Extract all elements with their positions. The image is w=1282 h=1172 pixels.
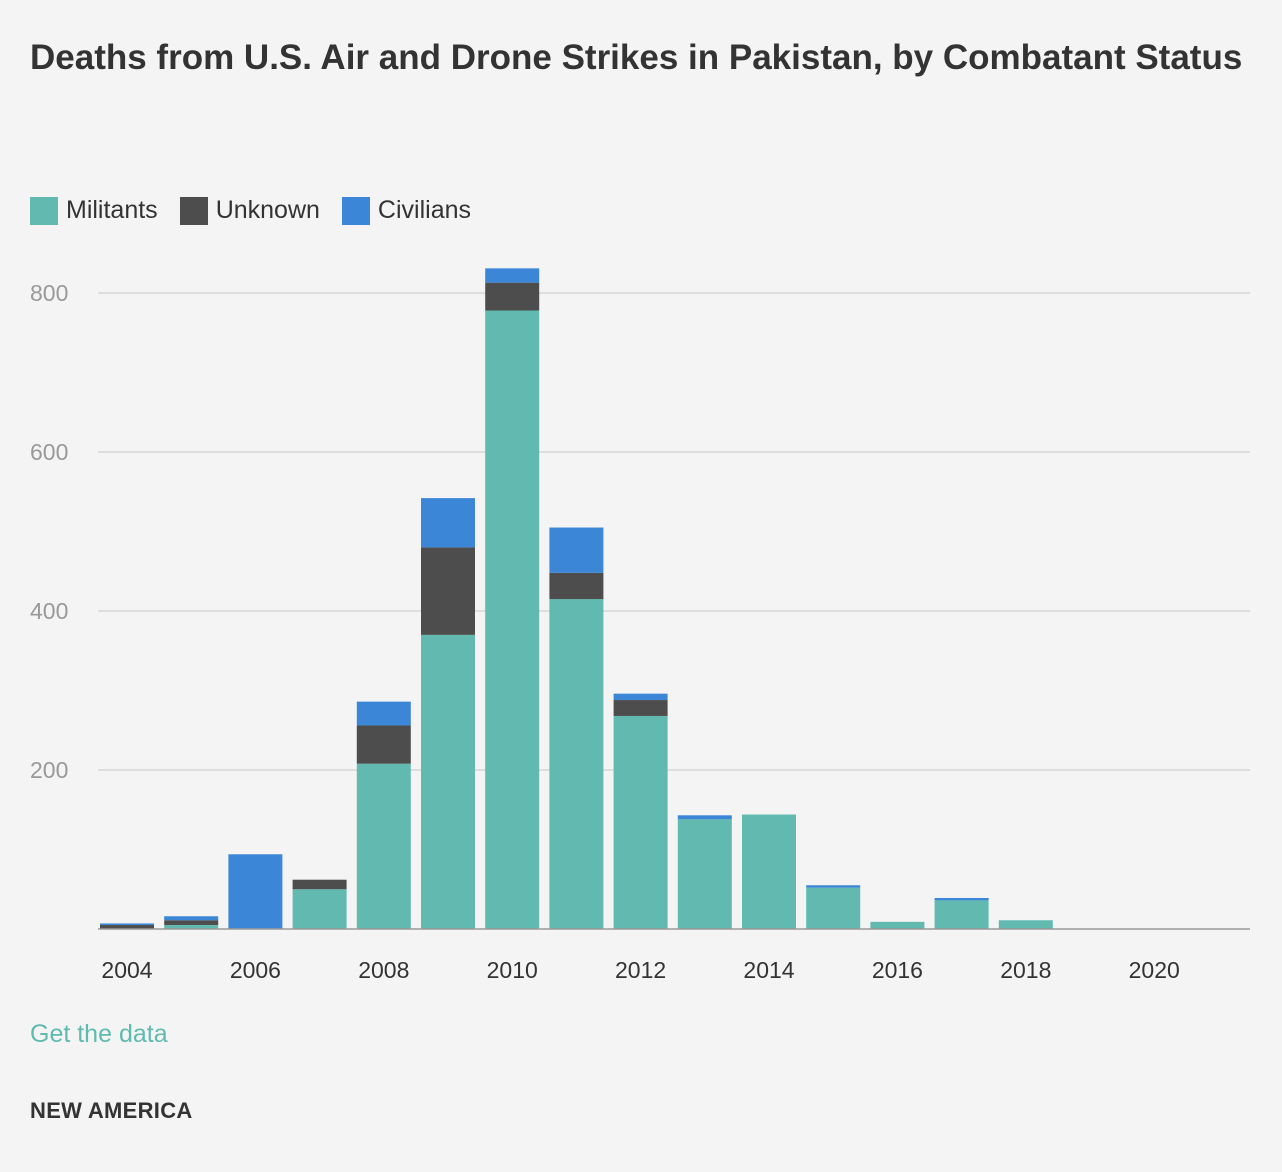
legend: Militants Unknown Civilians <box>30 196 493 225</box>
bar-militants-2008 <box>356 763 411 929</box>
legend-label-militants: Militants <box>66 196 158 224</box>
y-tick-label: 600 <box>30 439 68 465</box>
bar-unknown-2010 <box>485 282 540 311</box>
bar-civilians-2004 <box>100 923 154 926</box>
x-tick-label: 2004 <box>101 957 152 983</box>
chart-title: Deaths from U.S. Air and Drone Strikes i… <box>30 38 1243 77</box>
x-tick-label: 2012 <box>615 957 666 983</box>
bar-militants-2016 <box>870 921 925 929</box>
bar-unknown-2011 <box>549 572 604 600</box>
bar-militants-2007 <box>292 889 347 929</box>
x-tick-label: 2016 <box>872 957 923 983</box>
legend-swatch-militants <box>30 196 58 225</box>
bar-militants-2009 <box>421 634 475 929</box>
legend-swatch-unknown <box>179 196 208 225</box>
bar-militants-2010 <box>485 310 540 929</box>
bar-unknown-2009 <box>421 547 475 635</box>
bar-civilians-2012 <box>613 693 668 701</box>
bar-civilians-2017 <box>934 897 989 901</box>
bar-militants-2013 <box>677 819 732 929</box>
bar-unknown-2007 <box>292 879 347 890</box>
bar-civilians-2011 <box>549 527 604 573</box>
x-tick-label: 2008 <box>358 957 409 983</box>
y-tick-label: 800 <box>30 280 68 306</box>
bar-militants-2015 <box>806 887 861 929</box>
legend-label-unknown: Unknown <box>215 196 320 224</box>
bar-unknown-2008 <box>356 725 411 764</box>
bar-militants-2005 <box>164 925 219 929</box>
legend-label-civilians: Civilians <box>377 196 472 224</box>
bar-civilians-2006 <box>228 854 283 929</box>
bar-civilians-2009 <box>421 498 475 548</box>
bar-unknown-2012 <box>613 700 668 716</box>
legend-item-militants: Militants <box>30 196 158 225</box>
bar-unknown-2005 <box>164 920 219 926</box>
chart-plot: 200 400 600 800 2004 2006 2008 2010 2012 2014 2016… <box>30 268 1250 983</box>
y-tick-label: 200 <box>30 757 68 783</box>
x-tick-label: 2020 <box>1129 957 1180 983</box>
bar-unknown-2004 <box>100 925 154 929</box>
x-tick-label: 2014 <box>743 957 794 983</box>
legend-swatch-civilians <box>341 196 370 225</box>
legend-item-unknown: Unknown <box>179 196 320 225</box>
bar-militants-2011 <box>549 599 604 929</box>
legend-item-civilians: Civilians <box>341 196 472 225</box>
bar-civilians-2010 <box>485 268 540 283</box>
bar-militants-2012 <box>613 715 668 929</box>
x-tick-label: 2006 <box>230 957 281 983</box>
bar-militants-2018 <box>998 920 1053 929</box>
brand-logo: NEW AMERICA <box>30 1098 193 1123</box>
bar-civilians-2015 <box>806 885 861 888</box>
x-tick-label: 2018 <box>1000 957 1051 983</box>
bar-civilians-2008 <box>356 701 411 726</box>
x-tick-label: 2010 <box>487 957 538 983</box>
bar-militants-2017 <box>934 900 989 929</box>
bar-civilians-2005 <box>164 916 219 921</box>
bar-civilians-2013 <box>677 815 732 820</box>
get-the-data-link[interactable]: Get the data <box>30 1020 168 1048</box>
y-tick-label: 400 <box>30 598 68 624</box>
bar-militants-2014 <box>742 814 796 929</box>
